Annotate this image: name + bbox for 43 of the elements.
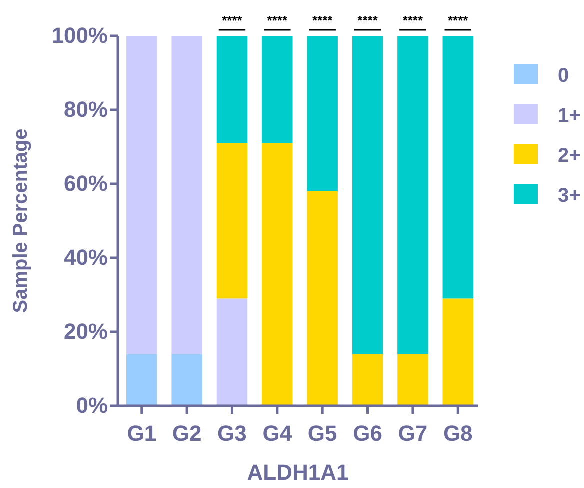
bar <box>126 354 158 406</box>
bar <box>216 36 248 144</box>
bar <box>262 143 293 406</box>
y-tick-label: 80% <box>64 97 108 122</box>
bar <box>307 191 338 406</box>
y-axis-title: Sample Percentage <box>10 128 32 314</box>
bar <box>172 36 202 354</box>
annotation: **** <box>358 13 379 28</box>
bar <box>307 36 338 192</box>
annotation: **** <box>222 13 244 28</box>
annotation: **** <box>402 13 424 28</box>
x-tick-label: G4 <box>262 421 293 446</box>
x-tick-label: G5 <box>308 421 338 446</box>
legend-label: 1+ <box>558 105 581 127</box>
bar <box>352 354 384 406</box>
bar <box>442 36 474 299</box>
y-tick-label: 100% <box>52 23 108 48</box>
bar <box>262 36 293 144</box>
bar <box>398 36 428 354</box>
legend-label: 3+ <box>558 185 581 207</box>
bar <box>398 354 428 406</box>
y-tick-label: 20% <box>64 319 108 344</box>
bar <box>442 298 474 406</box>
y-tick-label: 40% <box>64 245 108 270</box>
annotation: **** <box>267 13 288 28</box>
x-tick-label: G3 <box>218 421 247 446</box>
annotation: **** <box>312 13 334 28</box>
bar <box>216 143 248 299</box>
x-axis-title: ALDH1A1 <box>247 460 349 485</box>
legend-label: 0 <box>558 65 570 87</box>
y-tick-label: 0% <box>76 393 108 418</box>
bar <box>172 354 202 406</box>
bar <box>126 36 158 354</box>
y-tick-label: 60% <box>64 171 108 196</box>
x-tick-label: G8 <box>443 421 473 446</box>
legend-label: 2+ <box>558 145 581 167</box>
x-tick-label: G7 <box>398 421 428 446</box>
x-tick-label: G1 <box>127 421 157 446</box>
x-tick-label: G2 <box>172 421 202 446</box>
x-tick-label: G6 <box>353 421 382 446</box>
bar <box>352 36 384 354</box>
annotation: **** <box>448 13 470 28</box>
bar <box>216 298 248 406</box>
